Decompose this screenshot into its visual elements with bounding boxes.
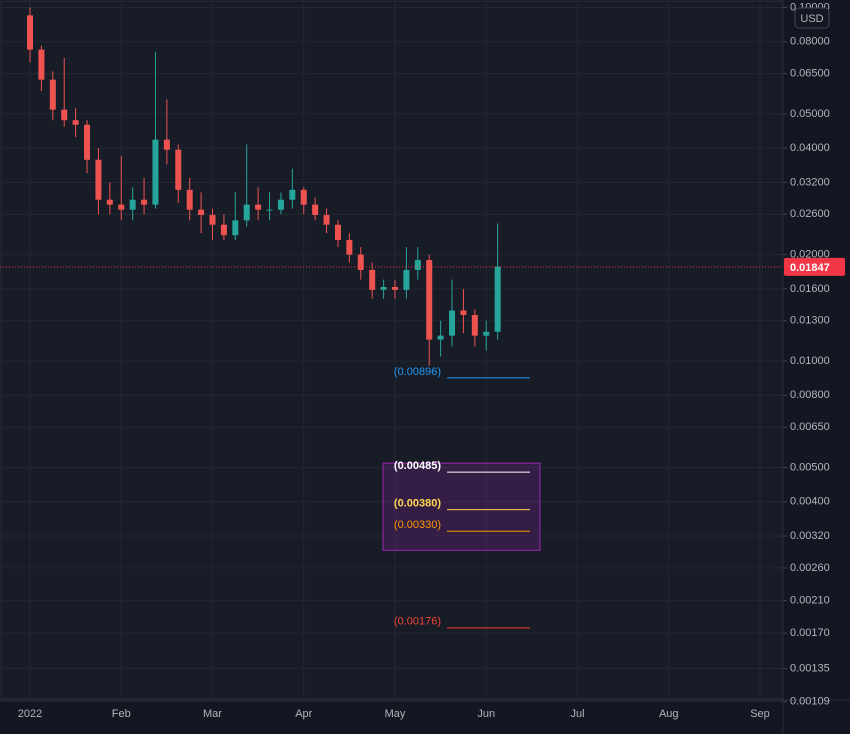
candle-body <box>198 209 205 215</box>
candle-body <box>323 214 330 225</box>
plot-area <box>0 0 784 700</box>
y-tick-label: 0.00210 <box>790 595 830 607</box>
candle-body <box>289 189 296 200</box>
candle-body <box>163 139 170 150</box>
y-tick-label: 0.01600 <box>790 283 830 295</box>
candle-body <box>312 204 319 215</box>
candle-body <box>494 266 501 332</box>
candle-body <box>357 254 364 270</box>
candle-body <box>129 199 136 210</box>
x-tick-label: 2022 <box>18 708 42 720</box>
y-tick-label: 0.00400 <box>790 496 830 508</box>
candle-body <box>141 199 148 205</box>
y-tick-label: 0.02600 <box>790 208 830 220</box>
candle-body <box>175 149 182 190</box>
currency-button[interactable] <box>794 7 830 29</box>
candle-body <box>49 79 56 110</box>
candle-body <box>346 239 353 255</box>
level-label: (0.00380) <box>394 498 441 510</box>
y-tick-label: 0.00320 <box>790 530 830 542</box>
last-price-label: 0.01847 <box>790 262 830 274</box>
candle-body <box>118 204 125 210</box>
y-tick-label: 0.00260 <box>790 562 830 574</box>
x-tick-label: Apr <box>295 708 312 720</box>
marks <box>27 7 501 366</box>
candle-body <box>152 139 159 205</box>
candle-body <box>334 224 341 240</box>
x-tick-label: Jun <box>477 708 495 720</box>
y-tick-label: 0.06500 <box>790 68 830 80</box>
y-tick-label: 0.00800 <box>790 389 830 401</box>
candle-body <box>266 209 273 211</box>
candle-body <box>483 331 490 336</box>
candle-body <box>186 189 193 210</box>
candle-body <box>437 335 444 340</box>
y-tick-label: 0.00500 <box>790 461 830 473</box>
candle-body <box>84 124 91 160</box>
level-label: (0.00330) <box>394 519 441 531</box>
candle-body <box>106 199 113 205</box>
candle-body <box>300 189 307 205</box>
y-tick-label: 0.01300 <box>790 315 830 327</box>
grid: 0.100000.080000.065000.050000.040000.032… <box>0 0 830 720</box>
y-tick-label: 0.05000 <box>790 108 830 120</box>
y-tick-label: 0.01000 <box>790 355 830 367</box>
y-tick-label: 0.02000 <box>790 249 830 261</box>
candle-body <box>369 269 376 290</box>
candle-body <box>243 204 250 221</box>
y-tick-label: 0.08000 <box>790 36 830 48</box>
y-tick-label: 0.00170 <box>790 627 830 639</box>
x-tick-label: Aug <box>659 708 679 720</box>
currency-label[interactable]: USD <box>800 13 823 25</box>
x-tick-label: Feb <box>112 708 131 720</box>
last-price-tag <box>784 257 845 276</box>
x-tick-label: May <box>385 708 406 720</box>
candle-body <box>392 286 398 290</box>
zone-box <box>382 462 541 551</box>
candle-body <box>209 214 216 225</box>
candle-body <box>414 260 421 270</box>
x-tick-label: Jul <box>570 708 584 720</box>
overlay: (0.00896) (0.00485) (0.00380) (0.00330) (0.0… <box>0 257 845 629</box>
x-tick-label: Mar <box>203 708 222 720</box>
y-tick-label: 0.00650 <box>790 421 830 433</box>
candle-body <box>72 120 79 125</box>
candle-body <box>460 310 467 315</box>
candle-body <box>61 109 68 121</box>
candle-body <box>95 159 102 200</box>
candle-body <box>27 15 33 50</box>
level-label: (0.00176) <box>394 616 441 628</box>
level-label: (0.00485) <box>394 460 441 472</box>
candle-body <box>449 310 456 336</box>
candle-body <box>255 204 262 210</box>
candle-body <box>220 224 227 236</box>
candle-body <box>232 220 239 236</box>
candle-body <box>403 269 410 290</box>
candle-body <box>426 260 433 340</box>
candle-body <box>471 314 478 336</box>
level-label: (0.00896) <box>394 366 441 378</box>
candle-body <box>38 49 45 80</box>
y-tick-label: 0.04000 <box>790 142 830 154</box>
y-tick-label: 0.03200 <box>790 176 830 188</box>
x-tick-label: Sep <box>750 708 770 720</box>
y-tick-label: 0.00109 <box>790 695 830 707</box>
candle-body <box>277 199 284 210</box>
candle-body <box>380 286 387 290</box>
y-tick-label: 0.00135 <box>790 662 830 674</box>
